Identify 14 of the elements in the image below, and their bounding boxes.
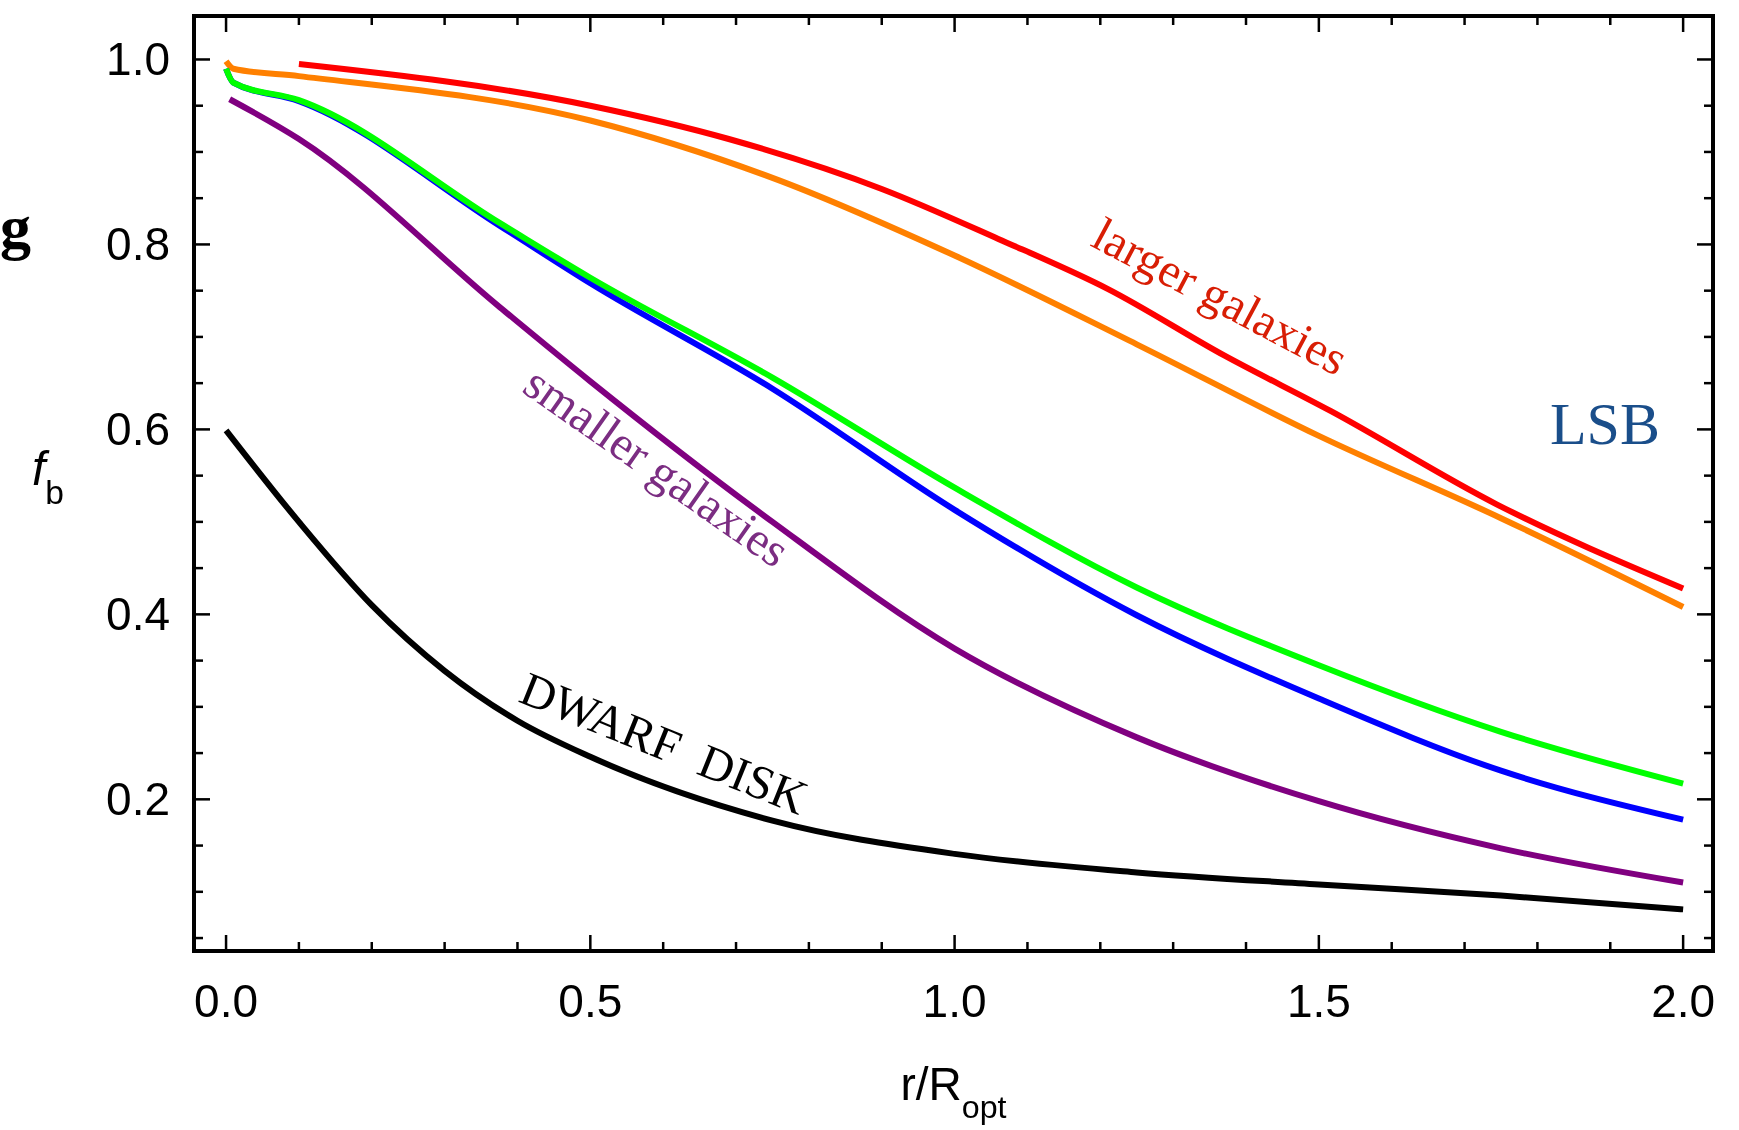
- x-axis-title: r/R$_{opt}$: [900, 1058, 1007, 1125]
- x-tick-label: 0.5: [558, 975, 623, 1027]
- annotation: LSB: [1549, 391, 1661, 457]
- y-tick-label: 0.6: [106, 403, 170, 456]
- x-tick-label: 2.0: [1651, 975, 1716, 1027]
- x-tick-label: 1.0: [922, 975, 987, 1027]
- y-tick-label: 0.8: [106, 218, 170, 271]
- y-axis-title: f$_{b}$: [31, 442, 65, 511]
- x-tick-label: 1.5: [1286, 975, 1351, 1027]
- text: g: [0, 193, 31, 261]
- y-tick-label: 1.0: [106, 33, 170, 86]
- y-tick-label: 0.2: [106, 773, 170, 826]
- x-tick-label: 0.0: [194, 975, 259, 1027]
- y-tick-label: 0.4: [106, 588, 170, 641]
